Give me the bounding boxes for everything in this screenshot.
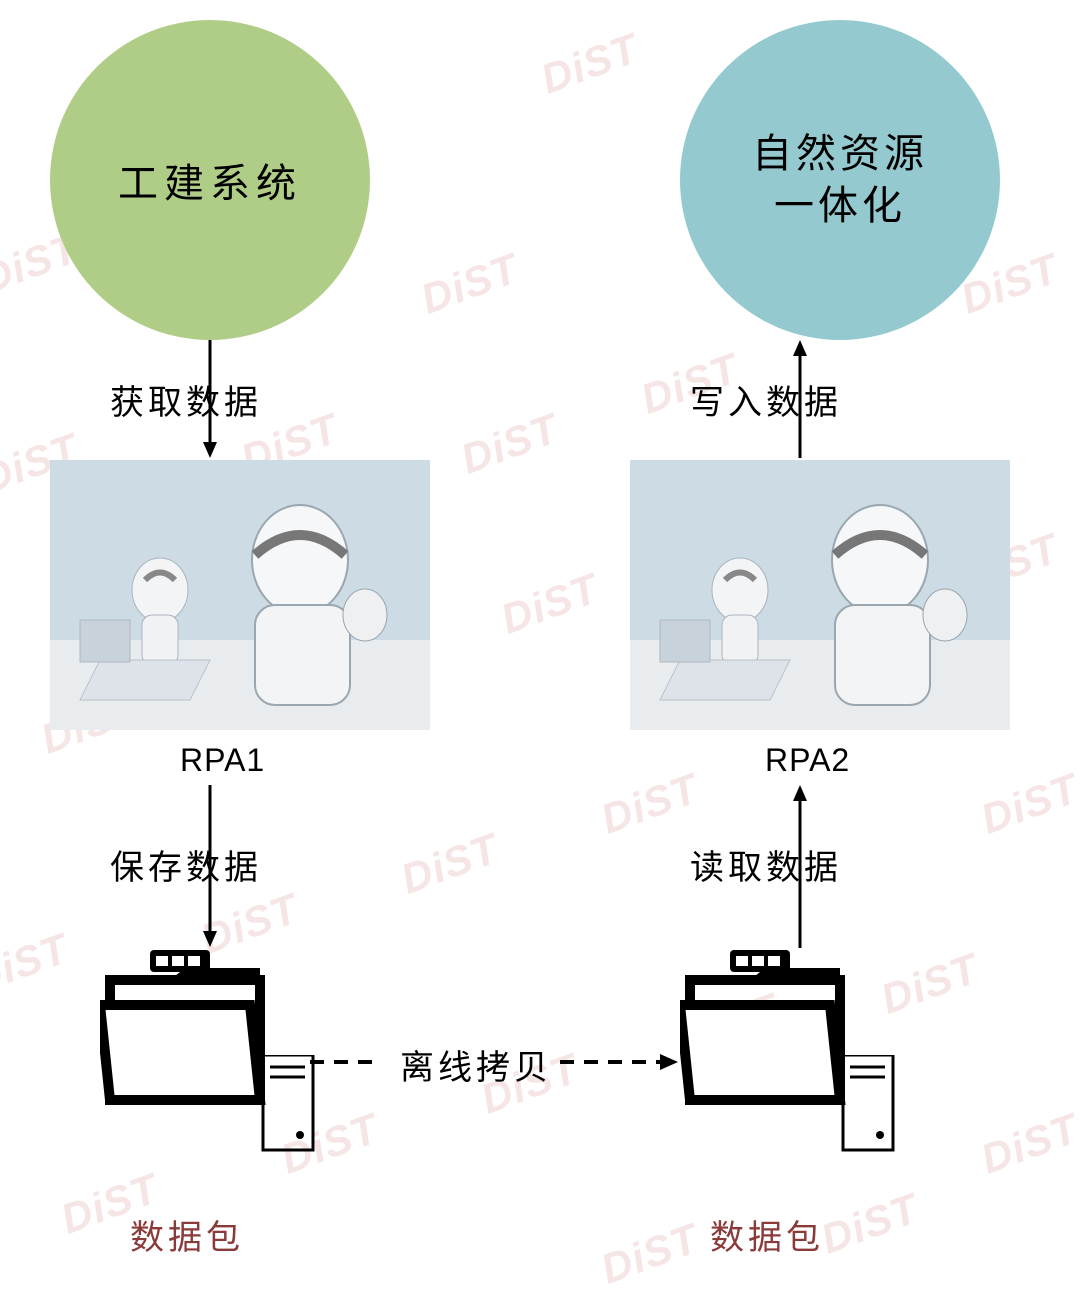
watermark: DiST	[495, 564, 605, 643]
watermark: DiST	[415, 244, 525, 323]
edge-e3-label: 写入数据	[690, 375, 842, 424]
robot-left-caption: RPA1	[180, 742, 265, 779]
edge-e1-label: 获取数据	[110, 375, 262, 424]
watermark: DiST	[815, 1184, 925, 1263]
node-circle-right-label1: 自然资源	[752, 128, 928, 180]
node-circle-right-label2: 一体化	[752, 180, 928, 232]
node-circle-left-label: 工建系统	[118, 151, 302, 209]
robot-right-caption: RPA2	[765, 742, 850, 779]
watermark: DiST	[975, 764, 1080, 843]
node-robot-right	[630, 460, 1010, 730]
server-left-icon	[245, 1055, 315, 1155]
watermark: DiST	[875, 944, 985, 1023]
watermark: DiST	[975, 1104, 1080, 1183]
watermark: DiST	[455, 404, 565, 483]
edge-e5-label: 离线拷贝	[400, 1040, 552, 1089]
watermark: DiST	[0, 924, 75, 1003]
pkg-label-left: 数据包	[130, 1210, 244, 1259]
edge-e4-label: 读取数据	[690, 840, 842, 889]
pkg-label-right: 数据包	[710, 1210, 824, 1259]
watermark: DiST	[535, 24, 645, 103]
watermark: DiST	[595, 1214, 705, 1293]
watermark: DiST	[395, 824, 505, 903]
node-robot-left	[50, 460, 430, 730]
node-circle-right: 自然资源 一体化	[680, 20, 1000, 340]
node-circle-left: 工建系统	[50, 20, 370, 340]
watermark: DiST	[595, 764, 705, 843]
edge-e2-label: 保存数据	[110, 840, 262, 889]
server-right-icon	[825, 1055, 895, 1155]
